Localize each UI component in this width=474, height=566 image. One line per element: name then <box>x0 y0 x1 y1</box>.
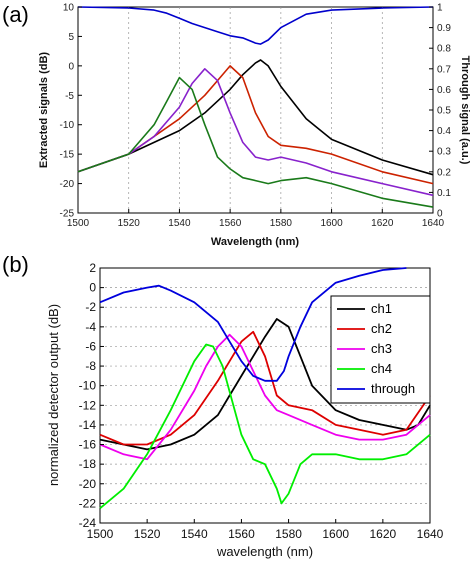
plot-b-y-axis-label: normalized detector output (dB) <box>46 304 61 486</box>
panel-a-label: (a) <box>2 2 29 27</box>
legend-label-through: through <box>371 381 415 396</box>
y2-tick-label-a: 0.1 <box>437 188 451 199</box>
series-line-a-1 <box>77 59 434 176</box>
x-tick-label-a: 1640 <box>422 218 445 229</box>
y-tick-label-b: -24 <box>79 516 97 530</box>
y-tick-label-b: -16 <box>79 438 97 452</box>
plot-b-legend: ch1 ch2 ch3 ch4 through <box>330 295 431 404</box>
series-line-ch4 <box>99 343 431 509</box>
y-tick-label-a: 10 <box>63 3 75 14</box>
x-tick-label-b: 1580 <box>275 527 302 541</box>
y2-tick-label-a: 0.8 <box>437 44 451 55</box>
y2-tick-label-a: 0.4 <box>437 126 451 137</box>
y-tick-label-a: -20 <box>60 179 75 190</box>
y-tick-label-b: 0 <box>89 281 96 295</box>
x-tick-label-b: 1540 <box>181 527 208 541</box>
plot-b-x-axis-label: wavelength (nm) <box>216 544 313 559</box>
x-tick-label-a: 1600 <box>320 218 343 229</box>
series-line-a-2 <box>77 65 434 185</box>
y-tick-label-b: -18 <box>79 457 97 471</box>
x-tick-label-a: 1500 <box>67 218 90 229</box>
plot-b-series <box>99 267 431 509</box>
series-line-ch3 <box>99 333 431 461</box>
y-tick-label-a: -25 <box>60 209 75 220</box>
y2-tick-label-a: 0.3 <box>437 147 451 158</box>
y-tick-label-b: -6 <box>85 339 96 353</box>
x-tick-label-b: 1520 <box>134 527 161 541</box>
x-tick-label-a: 1540 <box>168 218 191 229</box>
y2-tick-label-a: 0.6 <box>437 85 451 96</box>
x-tick-label-b: 1560 <box>228 527 255 541</box>
legend-label-ch1: ch1 <box>371 301 392 316</box>
x-tick-label-b: 1620 <box>370 527 397 541</box>
x-tick-label-a: 1620 <box>371 218 394 229</box>
x-tick-label-b: 1500 <box>87 527 114 541</box>
plot-b-x-ticks: 1500 1520 1540 1560 1580 1600 1620 1640 <box>87 519 444 541</box>
y-tick-label-a: -15 <box>60 150 75 161</box>
x-tick-label-b: 1640 <box>417 527 444 541</box>
y-tick-label-b: -14 <box>79 418 97 432</box>
x-tick-label-a: 1560 <box>219 218 242 229</box>
y-tick-label-a: 5 <box>68 32 74 43</box>
y2-tick-label-a: 1 <box>437 3 443 14</box>
y-tick-label-b: 2 <box>89 261 96 275</box>
legend-label-ch4: ch4 <box>371 361 392 376</box>
y-tick-label-a: 0 <box>68 61 74 72</box>
plot-a-y2-axis-label: Through signal (a.u.) <box>459 56 471 165</box>
y-tick-label-b: -12 <box>79 398 97 412</box>
y2-tick-label-a: 0.5 <box>437 106 451 117</box>
plot-a-grid <box>128 7 383 213</box>
plot-a-x-axis-label: Wavelength (nm) <box>211 236 300 248</box>
y2-tick-label-a: 0.2 <box>437 167 451 178</box>
series-line-ch2 <box>99 330 431 446</box>
y2-tick-label-a: 0 <box>437 209 443 220</box>
panel-b-label: (b) <box>2 252 29 277</box>
legend-label-ch3: ch3 <box>371 341 392 356</box>
plot-a-y2-ticks: 0 0.1 0.2 0.3 0.4 0.5 0.6 0.7 0.8 0.9 1 <box>429 3 451 220</box>
y-tick-label-b: -22 <box>79 496 97 510</box>
plot-a-y-ticks: -25 -20 -15 -10 -5 0 5 10 <box>60 3 82 220</box>
x-tick-label-b: 1600 <box>322 527 349 541</box>
series-line-a-0 <box>77 6 434 45</box>
series-line-ch1 <box>99 318 431 451</box>
x-tick-label-a: 1520 <box>118 218 141 229</box>
plot-a-series <box>77 6 434 208</box>
series-line-a-3 <box>77 68 434 197</box>
x-tick-label-a: 1580 <box>270 218 293 229</box>
plot-a-y-axis-label: Extracted signals (dB) <box>38 52 50 168</box>
y-tick-label-a: -5 <box>65 91 74 102</box>
plot-a-x-ticks: 1500 1520 1540 1560 1580 1600 1620 1640 <box>67 209 445 229</box>
y-tick-label-b: -4 <box>85 320 96 334</box>
series-line-through <box>99 267 407 382</box>
y-tick-label-b: -2 <box>85 300 96 314</box>
y2-tick-label-a: 0.9 <box>437 23 451 34</box>
plot-a-frame <box>77 6 434 214</box>
y-tick-label-b: -10 <box>79 379 97 393</box>
legend-label-ch2: ch2 <box>371 321 392 336</box>
series-line-a-4 <box>77 76 434 208</box>
y2-tick-label-a: 0.7 <box>437 64 451 75</box>
y-tick-label-a: -10 <box>60 120 75 131</box>
plot-b-y-ticks: -24-22-20-18-16-14-12-10-8-6-4-202 <box>79 261 104 530</box>
y-tick-label-b: -8 <box>85 359 96 373</box>
y-tick-label-b: -20 <box>79 477 97 491</box>
